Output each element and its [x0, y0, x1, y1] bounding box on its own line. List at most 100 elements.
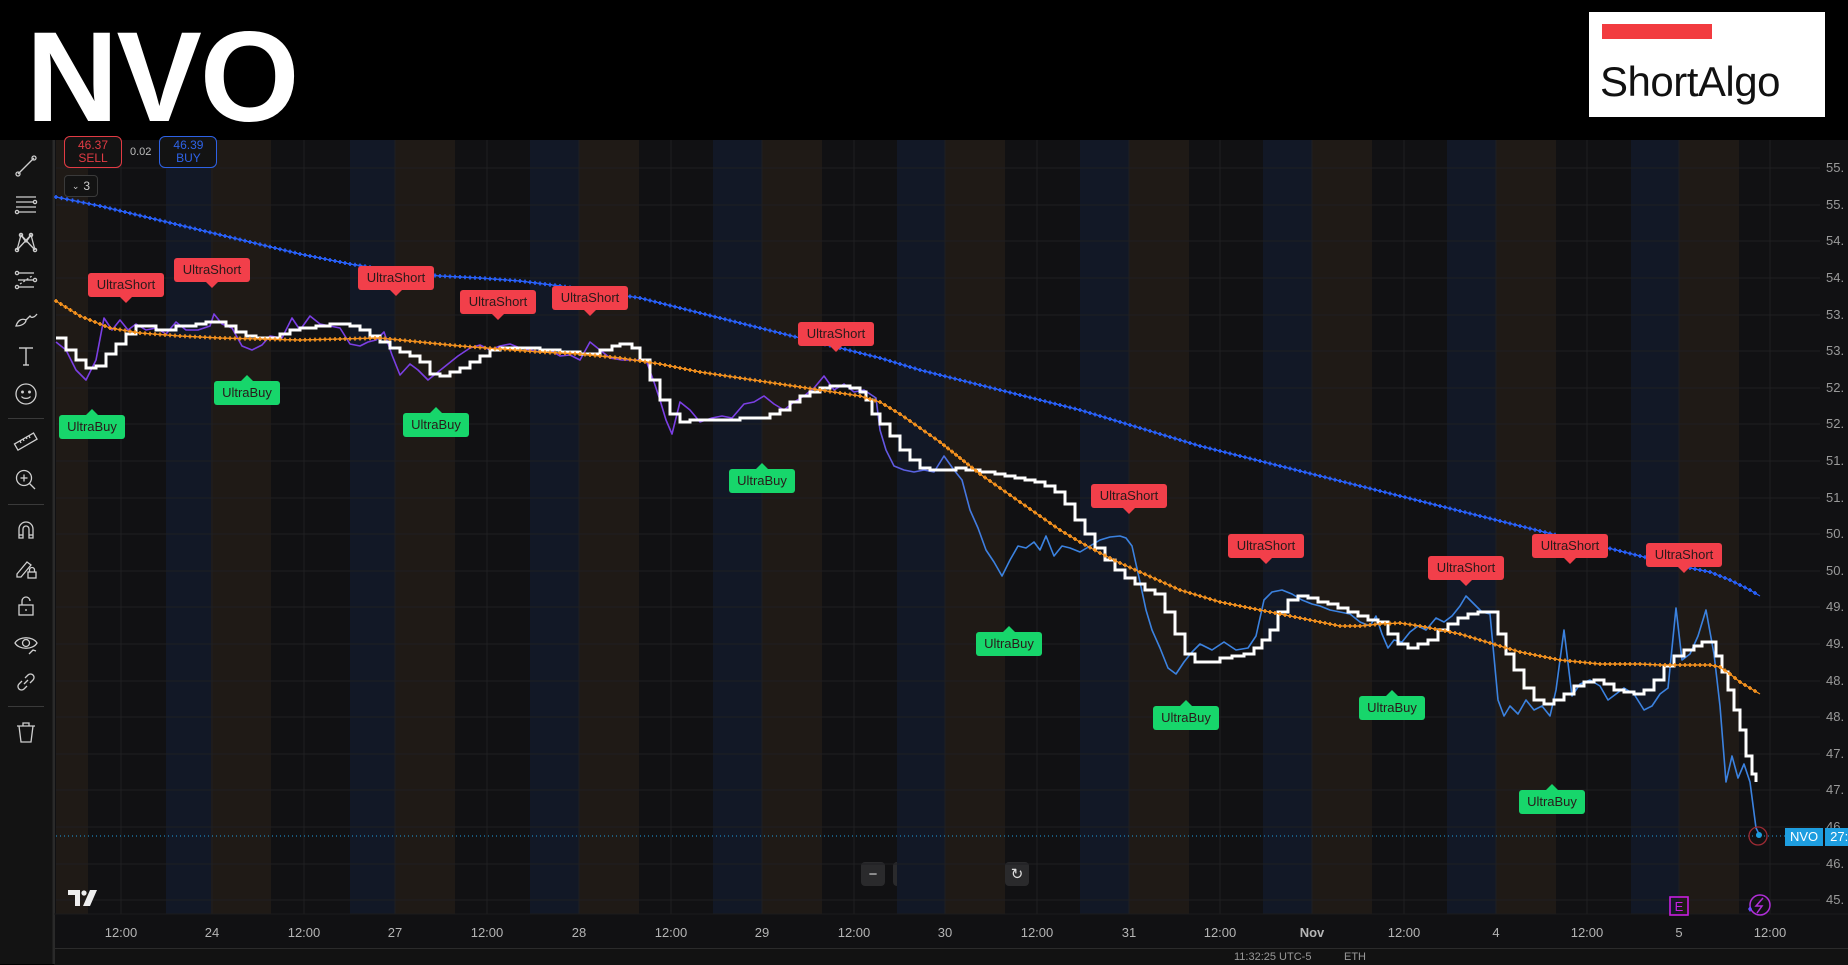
time-axis-label: 12:00 — [287, 925, 321, 940]
price-axis-label: 51. — [1826, 453, 1845, 468]
spread-value: 0.02 — [130, 146, 152, 158]
zoom-in-tool[interactable] — [10, 464, 42, 496]
lock-drawing-tool[interactable] — [10, 552, 42, 584]
link-tool[interactable] — [10, 666, 42, 698]
emoji-tool[interactable] — [10, 378, 42, 410]
reset-chart-button[interactable]: ↻ — [1005, 862, 1029, 886]
eye-icon — [14, 637, 38, 655]
lock-drawing-icon — [16, 561, 37, 579]
buy-label: BUY — [176, 151, 201, 165]
price-axis-label: 53. — [1826, 343, 1845, 358]
link-icon — [17, 673, 35, 691]
trend-line-icon — [15, 155, 37, 177]
pattern-tool[interactable] — [10, 226, 42, 258]
time-axis-label: 12:00 — [470, 925, 504, 940]
price-axis-label: 51. — [1826, 490, 1845, 505]
price-tag-symbol: NVO — [1785, 828, 1824, 846]
time-axis-label: 12:00 — [837, 925, 871, 940]
time-axis-label: 4 — [1492, 925, 1500, 940]
toolbar-divider — [8, 706, 44, 707]
time-axis-label: 24 — [204, 925, 220, 940]
chevron-right-icon: › — [974, 865, 980, 883]
header: NVO ShortAlgo — [0, 0, 1848, 149]
trade-panel: 46.37 SELL 0.02 46.39 BUY — [64, 136, 218, 168]
shortalgo-logo: ShortAlgo — [1589, 12, 1825, 117]
unlock-icon — [18, 596, 34, 616]
time-axis-label: 12:00 — [1753, 925, 1787, 940]
time-axis-label: 29 — [754, 925, 770, 940]
toolbar-divider — [8, 504, 44, 505]
time-axis-label: 27 — [387, 925, 403, 940]
logo-accent-bar — [1602, 24, 1712, 39]
time-axis-label: 31 — [1121, 925, 1137, 940]
tradingview-logo-icon — [68, 890, 97, 906]
time-axis-label: 12:00 — [1570, 925, 1604, 940]
toolbar-divider — [8, 418, 44, 419]
price-axis-label: 48. — [1826, 709, 1845, 724]
brush-icon — [15, 313, 38, 327]
indicators-toggle[interactable]: ⌄ 3 — [64, 175, 98, 197]
price-axis-label: 46. — [1826, 856, 1845, 871]
emoji-icon — [15, 383, 37, 405]
time-axis-label: Nov — [1299, 925, 1325, 940]
price-axis-label: 47. — [1826, 746, 1845, 761]
ticker-title: NVO — [26, 6, 299, 149]
price-axis-label: 52. — [1826, 380, 1845, 395]
price-axis-label: 53. — [1826, 307, 1845, 322]
horizontal-lines-icon — [14, 196, 38, 215]
price-axis-label: 47. — [1826, 782, 1845, 797]
time-axis-label: 12:00 — [1203, 925, 1237, 940]
logo-text: ShortAlgo — [1600, 58, 1780, 105]
unlock-tool[interactable] — [10, 590, 42, 622]
magnet-tool[interactable] — [10, 514, 42, 546]
sell-button[interactable]: 46.37 SELL — [64, 136, 122, 168]
price-tag-countdown: 27: — [1825, 828, 1848, 846]
time-axis-label: 12:00 — [654, 925, 688, 940]
price-axis-label: 50. — [1826, 563, 1845, 578]
price-axis-label: 52. — [1826, 416, 1845, 431]
reset-icon: ↻ — [1010, 866, 1024, 883]
sell-label: SELL — [78, 151, 108, 165]
drawing-toolbar — [0, 140, 54, 964]
fib-retracement-icon — [14, 270, 38, 290]
time-axis-label: 30 — [937, 925, 953, 940]
clock-time: 11:32:25 UTC-5 — [1234, 951, 1312, 963]
ruler-tool[interactable] — [10, 426, 42, 458]
minus-icon: − — [868, 865, 878, 883]
session-label[interactable]: ETH — [1344, 951, 1366, 963]
trash-icon — [17, 722, 35, 743]
scroll-left-button[interactable]: ‹ — [933, 862, 957, 886]
text-icon — [19, 347, 33, 366]
price-axis-label: 50. — [1826, 526, 1845, 541]
magnet-icon — [18, 521, 34, 539]
ruler-icon — [13, 432, 38, 451]
time-axis-label: 12:00 — [1387, 925, 1421, 940]
chevron-down-icon: ⌄ — [71, 180, 80, 191]
last-price-tag: NVO 27: — [1785, 828, 1848, 846]
time-axis-label: 12:00 — [1020, 925, 1054, 940]
chart-pane[interactable] — [54, 140, 1848, 964]
time-axis-label: 5 — [1675, 925, 1683, 940]
visibility-tool[interactable] — [10, 628, 42, 660]
time-axis-label: 28 — [571, 925, 587, 940]
brush-tool[interactable] — [10, 302, 42, 334]
chevron-left-icon: ‹ — [942, 865, 948, 883]
plus-icon: + — [900, 865, 910, 883]
text-tool[interactable] — [10, 340, 42, 372]
horizontal-lines-tool[interactable] — [10, 188, 42, 220]
trend-line-tool[interactable] — [10, 150, 42, 182]
delete-drawings-tool[interactable] — [10, 716, 42, 748]
bottom-bar: 11:32:25 UTC-5 ETH — [54, 948, 1848, 965]
zoom-in-icon — [15, 469, 36, 490]
price-axis-label: 49. — [1826, 636, 1845, 651]
price-axis-label: 48. — [1826, 673, 1845, 688]
zoom-out-button[interactable]: − — [861, 862, 885, 886]
fib-retracement-tool[interactable] — [10, 264, 42, 296]
price-axis-label: 55. — [1826, 160, 1845, 175]
price-axis-label: 54. — [1826, 233, 1845, 248]
zoom-in-button[interactable]: + — [893, 862, 917, 886]
scroll-right-button[interactable]: › — [965, 862, 989, 886]
buy-button[interactable]: 46.39 BUY — [159, 136, 218, 168]
indicator-count: 3 — [83, 179, 91, 193]
price-axis-label: 49. — [1826, 599, 1845, 614]
